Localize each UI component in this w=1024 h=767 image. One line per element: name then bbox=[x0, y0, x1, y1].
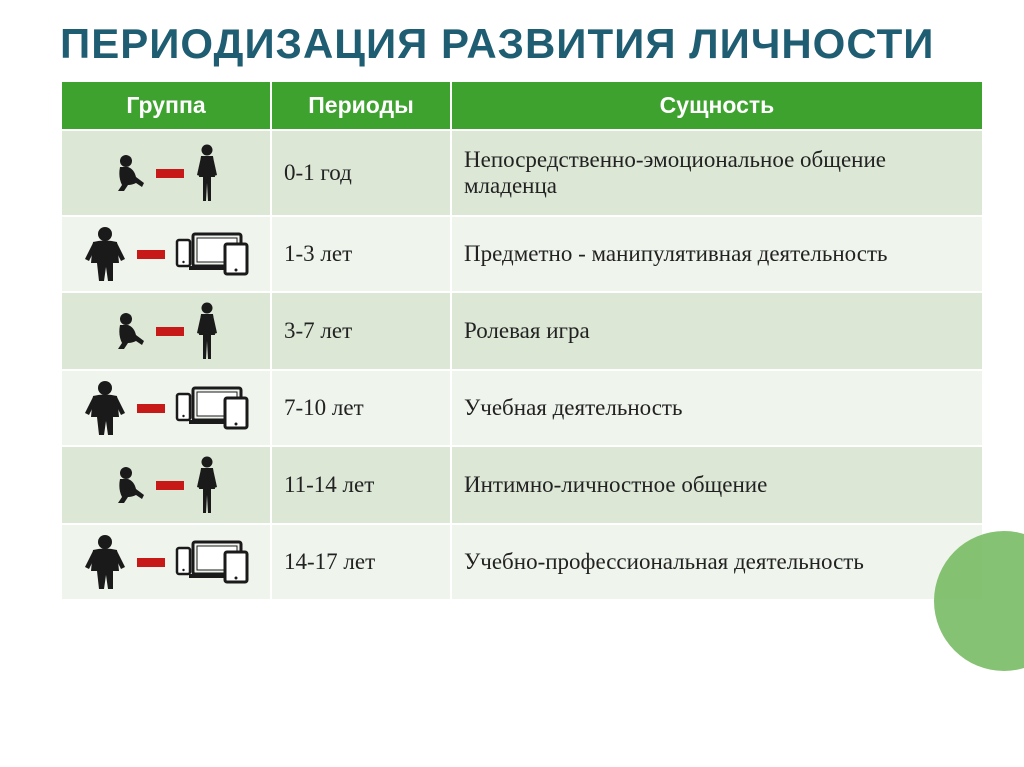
relation-dash-icon bbox=[156, 169, 184, 178]
table-row: 14-17 летУчебно-профессиональная деятель… bbox=[61, 524, 983, 600]
period-cell: 1-3 лет bbox=[271, 216, 451, 292]
period-cell: 0-1 год bbox=[271, 130, 451, 216]
essence-cell: Учебная деятельность bbox=[451, 370, 983, 446]
adult-standing-icon bbox=[194, 143, 220, 203]
adult-standing-icon bbox=[194, 455, 220, 515]
relation-dash-icon bbox=[156, 481, 184, 490]
baby-sitting-icon bbox=[112, 465, 146, 505]
table-row: 1-3 летПредметно - манипулятивная деятел… bbox=[61, 216, 983, 292]
devices-icon bbox=[175, 384, 249, 432]
header-periods: Периоды bbox=[271, 81, 451, 130]
relation-dash-icon bbox=[137, 250, 165, 259]
relation-dash-icon bbox=[137, 404, 165, 413]
period-cell: 11-14 лет bbox=[271, 446, 451, 524]
essence-cell: Ролевая игра bbox=[451, 292, 983, 370]
period-cell: 7-10 лет bbox=[271, 370, 451, 446]
periodization-table: Группа Периоды Сущность 0-1 годНепосредс… bbox=[60, 80, 984, 601]
table-header: Группа Периоды Сущность bbox=[61, 81, 983, 130]
group-cell bbox=[61, 370, 271, 446]
period-cell: 3-7 лет bbox=[271, 292, 451, 370]
table-row: 7-10 летУчебная деятельность bbox=[61, 370, 983, 446]
relation-dash-icon bbox=[137, 558, 165, 567]
table-body: 0-1 годНепосредственно-эмоциональное общ… bbox=[61, 130, 983, 600]
group-cell bbox=[61, 446, 271, 524]
essence-cell: Интимно-личностное общение bbox=[451, 446, 983, 524]
essence-cell: Учебно-профессиональная деятельность bbox=[451, 524, 983, 600]
child-standing-icon bbox=[83, 379, 127, 437]
baby-sitting-icon bbox=[112, 153, 146, 193]
child-standing-icon bbox=[83, 533, 127, 591]
child-standing-icon bbox=[83, 225, 127, 283]
header-essence: Сущность bbox=[451, 81, 983, 130]
group-cell bbox=[61, 130, 271, 216]
essence-cell: Предметно - манипулятивная деятельность bbox=[451, 216, 983, 292]
baby-sitting-icon bbox=[112, 311, 146, 351]
header-group: Группа bbox=[61, 81, 271, 130]
devices-icon bbox=[175, 538, 249, 586]
slide-title: ПЕРИОДИЗАЦИЯ РАЗВИТИЯ ЛИЧНОСТИ bbox=[60, 20, 984, 68]
group-cell bbox=[61, 524, 271, 600]
group-cell bbox=[61, 292, 271, 370]
period-cell: 14-17 лет bbox=[271, 524, 451, 600]
adult-standing-icon bbox=[194, 301, 220, 361]
table-row: 11-14 летИнтимно-личностное общение bbox=[61, 446, 983, 524]
relation-dash-icon bbox=[156, 327, 184, 336]
table-row: 3-7 летРолевая игра bbox=[61, 292, 983, 370]
group-cell bbox=[61, 216, 271, 292]
essence-cell: Непосредственно-эмоциональное общение мл… bbox=[451, 130, 983, 216]
slide-container: ПЕРИОДИЗАЦИЯ РАЗВИТИЯ ЛИЧНОСТИ Группа Пе… bbox=[0, 0, 1024, 621]
table-row: 0-1 годНепосредственно-эмоциональное общ… bbox=[61, 130, 983, 216]
devices-icon bbox=[175, 230, 249, 278]
